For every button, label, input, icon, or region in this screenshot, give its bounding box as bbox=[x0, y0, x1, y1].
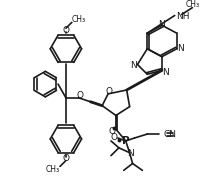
Text: N: N bbox=[159, 20, 165, 29]
Text: CH₃: CH₃ bbox=[72, 15, 86, 24]
Text: O: O bbox=[62, 154, 69, 163]
Text: CH₃: CH₃ bbox=[46, 165, 60, 174]
Text: N: N bbox=[177, 44, 184, 53]
Text: N: N bbox=[127, 149, 134, 158]
Text: CN: CN bbox=[164, 130, 177, 139]
Text: O: O bbox=[62, 26, 69, 35]
Text: O: O bbox=[76, 91, 83, 100]
Text: O: O bbox=[105, 88, 113, 96]
Text: O: O bbox=[109, 127, 115, 136]
Text: N: N bbox=[130, 61, 137, 70]
Text: N: N bbox=[163, 68, 169, 77]
Text: O: O bbox=[110, 133, 117, 142]
Text: NH: NH bbox=[176, 12, 189, 21]
Text: P: P bbox=[122, 136, 129, 146]
Text: CH₃: CH₃ bbox=[185, 0, 199, 9]
